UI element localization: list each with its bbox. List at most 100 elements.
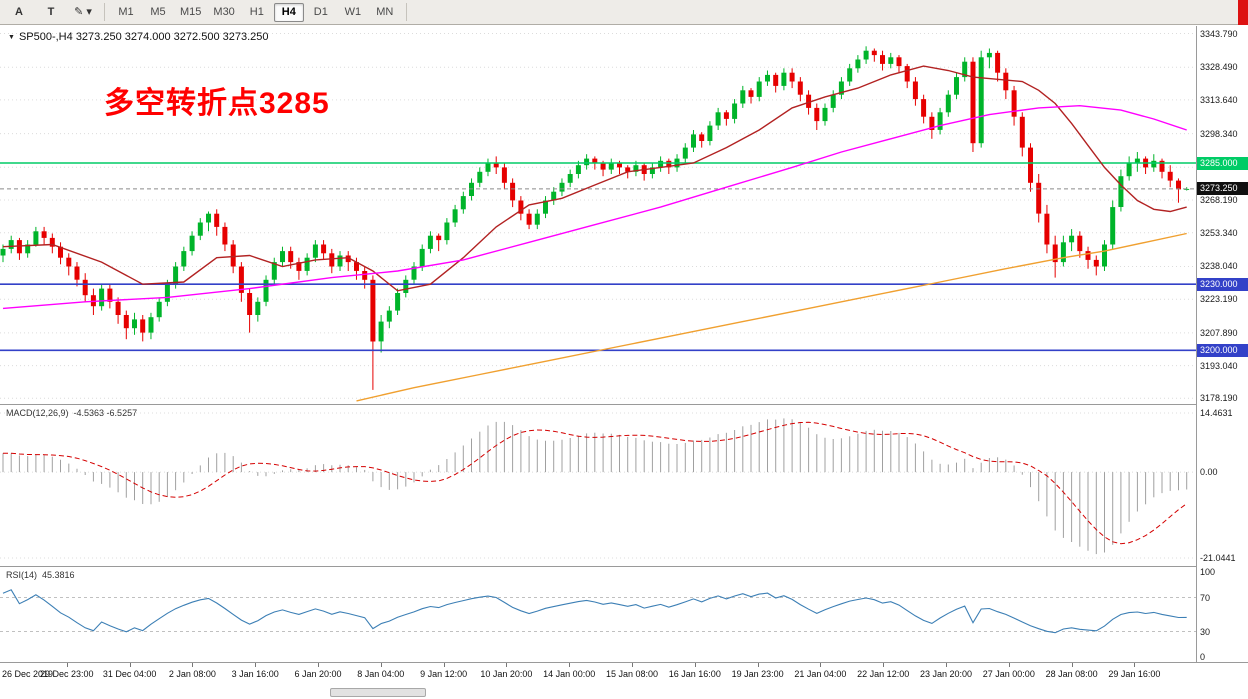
price-tick-label: 3238.040 bbox=[1200, 261, 1238, 272]
tool-text-button[interactable]: T bbox=[47, 5, 55, 18]
rsi-tick-label: 0 bbox=[1200, 652, 1206, 662]
time-tick bbox=[318, 663, 319, 667]
status-red-block bbox=[1238, 0, 1248, 25]
time-tick bbox=[255, 663, 257, 667]
time-tick-label: 29 Jan 16:00 bbox=[1108, 669, 1161, 679]
ma-mid-magenta bbox=[2, 104, 1187, 310]
time-tick-label: 3 Jan 16:00 bbox=[231, 669, 279, 679]
timeframe-button-group: M1 M5 M15 M30 H1 H4 D1 W1 MN bbox=[110, 2, 401, 22]
tool-button-group: A T ✎ ▾ bbox=[3, 3, 99, 22]
macd-indicator-chart[interactable] bbox=[0, 405, 1196, 566]
price-tick-label: 3268.190 bbox=[1200, 195, 1238, 206]
price-tick-label: 3223.190 bbox=[1200, 294, 1238, 305]
time-tick-label: 21 Jan 04:00 bbox=[794, 669, 847, 679]
time-tick bbox=[1071, 663, 1073, 667]
time-tick bbox=[1134, 663, 1136, 667]
tool-a-button[interactable]: A bbox=[15, 5, 23, 18]
time-tick-label: 27 Jan 00:00 bbox=[982, 669, 1035, 679]
horizontal-scrollbar bbox=[0, 686, 1248, 699]
time-tick-label: 2 Jan 08:00 bbox=[168, 669, 216, 679]
time-tick-label: 6 Jan 20:00 bbox=[294, 669, 342, 679]
rsi-indicator-chart[interactable] bbox=[0, 567, 1196, 662]
rsi-name: RSI(14) bbox=[6, 570, 38, 580]
timeframe-button-m5[interactable]: M5 bbox=[150, 5, 166, 18]
price-tick-label: 3193.040 bbox=[1200, 360, 1238, 371]
chart-annotation: 多空转折点3285 bbox=[104, 87, 330, 120]
macd-tick-label: 14.4631 bbox=[1200, 408, 1233, 418]
time-tick bbox=[66, 663, 68, 667]
macd-tick-label: 0.00 bbox=[1200, 467, 1218, 478]
timeframe-button-d1[interactable]: D1 bbox=[313, 5, 328, 18]
rsi-value: 45.3816 bbox=[42, 570, 75, 580]
ma-fast-red bbox=[2, 65, 1187, 292]
draw-tools-button[interactable]: ✎ ▾ bbox=[74, 5, 92, 18]
price-tick-label: 3253.340 bbox=[1200, 227, 1238, 238]
macd-name: MACD(12,26,9) bbox=[6, 408, 69, 418]
time-tick-label: 26 Dec 2019 bbox=[2, 669, 54, 679]
panel-divider[interactable] bbox=[0, 404, 1248, 405]
time-tick bbox=[883, 663, 885, 667]
time-tick-label: 23 Jan 20:00 bbox=[919, 669, 973, 679]
panel-divider[interactable] bbox=[0, 566, 1248, 567]
hline-price-badge: 3230.000 bbox=[1197, 277, 1248, 291]
timeframe-button-h4[interactable]: H4 bbox=[273, 2, 304, 22]
timeframe-button-w1[interactable]: W1 bbox=[344, 5, 362, 18]
time-tick-label: 10 Jan 20:00 bbox=[480, 669, 533, 679]
macd-label: MACD(12,26,9) -4.5363 -6.5257 bbox=[6, 408, 137, 418]
time-tick-label: 31 Dec 04:00 bbox=[102, 669, 157, 679]
time-tick bbox=[380, 663, 382, 667]
timeframe-button-m1[interactable]: M1 bbox=[118, 5, 134, 18]
hline-price-badge: 3200.000 bbox=[1197, 343, 1248, 357]
time-tick-label: 15 Jan 08:00 bbox=[605, 669, 659, 679]
timeframe-button-m15[interactable]: M15 bbox=[180, 5, 202, 18]
rsi-tick-label: 30 bbox=[1200, 626, 1211, 637]
price-tick-label: 3178.190 bbox=[1200, 393, 1238, 404]
time-tick bbox=[757, 663, 759, 667]
price-axis[interactable]: 3343.7903328.4903313.6403298.3403283.040… bbox=[1196, 26, 1248, 662]
time-tick-label: 16 Jan 16:00 bbox=[668, 669, 721, 679]
time-tick bbox=[946, 663, 947, 667]
candlestick-chart[interactable] bbox=[0, 26, 1196, 404]
timeframe-button-m30[interactable]: M30 bbox=[213, 5, 235, 18]
rsi-label: RSI(14) 45.3816 bbox=[6, 570, 75, 580]
price-tick-label: 3328.490 bbox=[1200, 62, 1238, 73]
time-tick bbox=[129, 663, 131, 667]
time-tick bbox=[506, 663, 508, 667]
hline-price-badge: 3285.000 bbox=[1197, 156, 1248, 170]
time-axis[interactable]: 26 Dec 2019 29 Dec 23:00 31 Dec 04:00 2 Jan… bbox=[0, 663, 1248, 686]
time-tick-label: 19 Jan 23:00 bbox=[731, 669, 784, 679]
time-tick bbox=[820, 663, 822, 667]
time-tick bbox=[1008, 663, 1010, 667]
toolbar-separator bbox=[104, 3, 105, 21]
ma-slow-orange bbox=[356, 232, 1187, 402]
macd-values: -4.5363 -6.5257 bbox=[73, 408, 138, 418]
panel-divider bbox=[0, 662, 1248, 663]
price-tick-label: 3207.890 bbox=[1200, 327, 1238, 338]
macd-panel[interactable]: MACD(12,26,9) -4.5363 -6.5257 bbox=[0, 405, 1196, 566]
time-tick bbox=[192, 663, 194, 667]
chart-ohlc-label: ▼ SP500-,H4 3273.250 3274.000 3272.500 32… bbox=[8, 31, 269, 43]
toolbar-separator bbox=[405, 3, 407, 21]
scrollbar-thumb[interactable] bbox=[330, 688, 426, 697]
rsi-tick-label: 100 bbox=[1200, 567, 1216, 577]
rsi-panel[interactable]: RSI(14) 45.3816 bbox=[0, 567, 1196, 662]
price-tick-label: 3313.640 bbox=[1200, 94, 1238, 105]
price-chart-panel[interactable]: ▼ SP500-,H4 3273.250 3274.000 3272.500 32… bbox=[0, 26, 1196, 404]
time-tick-label: 28 Jan 08:00 bbox=[1045, 669, 1098, 679]
time-tick-label: 9 Jan 12:00 bbox=[420, 669, 468, 679]
time-tick bbox=[569, 663, 571, 667]
symbol-text: SP500-,H4 bbox=[18, 31, 73, 43]
collapse-triangle-icon[interactable]: ▼ bbox=[8, 34, 15, 41]
timeframe-button-h1[interactable]: H1 bbox=[249, 5, 264, 18]
time-tick bbox=[443, 663, 445, 667]
rsi-tick-label: 70 bbox=[1200, 592, 1211, 603]
price-tick-label: 3343.790 bbox=[1200, 28, 1238, 39]
price-tick-label: 3298.340 bbox=[1200, 128, 1238, 139]
timeframe-button-mn[interactable]: MN bbox=[376, 5, 394, 18]
time-tick bbox=[694, 663, 696, 667]
ohlc-text: 3273.250 3274.000 3272.500 3273.250 bbox=[75, 31, 269, 43]
time-tick-label: 8 Jan 04:00 bbox=[357, 669, 405, 679]
time-tick bbox=[632, 663, 633, 667]
time-tick-label: 29 Dec 23:00 bbox=[40, 669, 94, 679]
